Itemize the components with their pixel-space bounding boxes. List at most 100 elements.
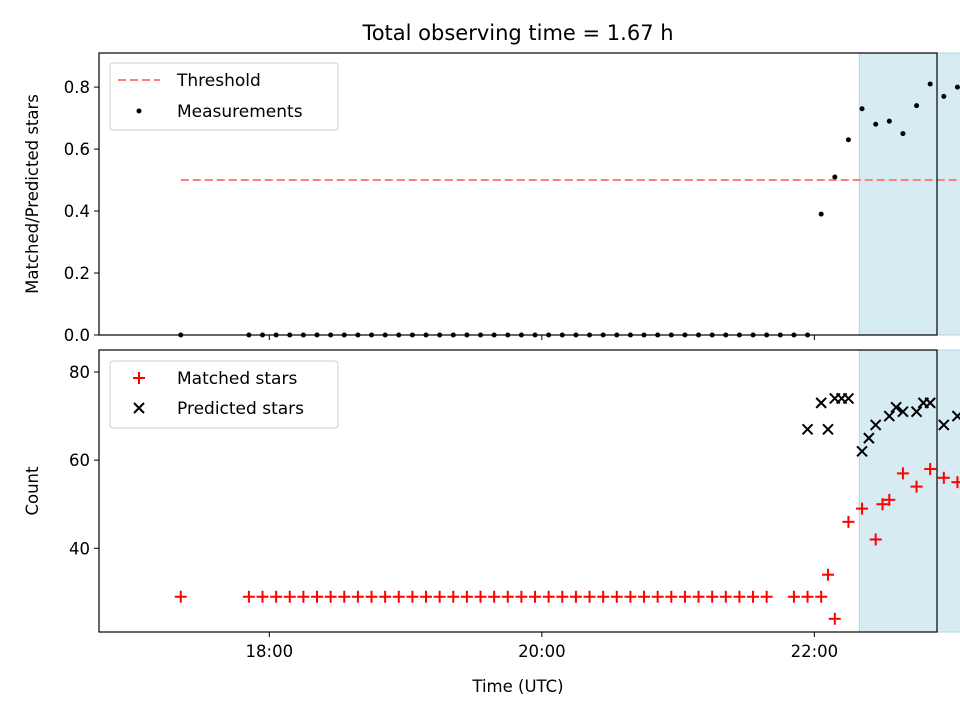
measurement-point <box>845 137 851 143</box>
y-tick-label-1-1: 60 <box>69 451 90 470</box>
x-tick-label-0: 18:00 <box>246 642 294 661</box>
predicted-star-point <box>822 423 834 436</box>
y-tick-label-0-4: 0.8 <box>64 78 90 97</box>
matched-star-point <box>692 590 705 603</box>
matched-star-point <box>678 590 691 603</box>
predicted-star-point <box>890 401 902 413</box>
matched-star-point <box>597 590 610 603</box>
y-tick-label-0-3: 0.6 <box>64 140 90 159</box>
matched-star-point <box>951 476 960 489</box>
top-y-axis-label: Matched/Predicted stars <box>23 94 42 294</box>
predicted-star-point <box>869 419 882 431</box>
matched-star-point <box>651 590 664 603</box>
predicted-star-point <box>924 397 936 409</box>
measurement-point <box>873 121 879 127</box>
matched-star-point <box>338 590 351 603</box>
legend-measurements-swatch <box>136 108 142 114</box>
predicted-star-point <box>863 432 875 444</box>
matched-star-point <box>174 590 187 603</box>
matched-star-point <box>256 590 269 603</box>
matched-star-point <box>624 590 637 603</box>
legend-matched-swatch <box>133 372 145 384</box>
matched-star-point <box>815 590 828 603</box>
predicted-star-point <box>856 445 868 458</box>
matched-star-point <box>747 590 760 603</box>
matched-star-point <box>828 612 841 625</box>
measurement-point <box>941 93 947 99</box>
matched-star-point <box>242 590 255 603</box>
bottom-panel-frame <box>98 349 938 633</box>
legend-threshold-label: Threshold <box>176 71 261 91</box>
predicted-star-point <box>815 397 827 409</box>
matched-star-point <box>583 590 596 603</box>
y-tick-label-0-0: 0.0 <box>64 326 90 345</box>
matched-star-point <box>542 590 555 603</box>
matched-star-point <box>883 493 896 506</box>
predicted-star-point <box>842 392 855 405</box>
bottom-legend-box <box>109 360 339 429</box>
matched-star-point <box>638 590 651 603</box>
predicted-star-points <box>801 392 960 458</box>
bottom-legend: Matched stars Predicted stars <box>109 360 339 429</box>
matched-star-point <box>610 590 623 603</box>
predicted-star-point <box>910 405 923 418</box>
x-tick-label-2: 22:00 <box>791 642 839 661</box>
matched-star-point <box>474 590 487 603</box>
matched-star-point <box>869 533 882 546</box>
legend-predicted-label: Predicted stars <box>177 399 304 419</box>
matched-star-point <box>379 590 392 603</box>
matched-star-point <box>821 568 834 581</box>
matched-star-point <box>283 590 296 603</box>
matched-star-point <box>365 590 378 603</box>
matched-star-points <box>174 462 960 625</box>
measurement-point <box>832 174 838 180</box>
measurement-point <box>927 81 933 87</box>
matched-star-point <box>760 590 773 603</box>
matched-star-point <box>420 590 433 603</box>
matched-star-point <box>297 590 310 603</box>
matched-star-point <box>311 590 324 603</box>
matched-star-point <box>501 590 514 603</box>
legend-predicted-swatch <box>133 402 145 414</box>
legend-matched-label: Matched stars <box>177 369 297 389</box>
matched-star-point <box>556 590 569 603</box>
top-panel-frame <box>98 52 938 336</box>
shaded-span-0 <box>858 52 960 336</box>
legend-measurements-label: Measurements <box>177 102 303 122</box>
measurement-point <box>859 106 865 112</box>
matched-star-point <box>719 590 732 603</box>
matched-star-point <box>876 498 889 511</box>
matched-star-point <box>433 590 446 603</box>
shaded-span-1 <box>858 349 960 633</box>
predicted-star-point <box>951 410 960 422</box>
matched-star-point <box>910 480 923 493</box>
matched-star-point <box>706 590 719 603</box>
matched-star-point <box>842 515 855 528</box>
y-tick-label-0-1: 0.2 <box>64 264 90 283</box>
measurement-point <box>954 84 960 90</box>
matched-star-point <box>270 590 283 603</box>
matched-star-point <box>569 590 582 603</box>
matched-star-point <box>665 590 678 603</box>
top-panel: 0.00.20.40.60.8 Matched/Predicted stars … <box>23 52 960 345</box>
matched-star-point <box>324 590 337 603</box>
predicted-star-point <box>938 419 950 431</box>
x-axis-label: Time (UTC) <box>471 677 563 696</box>
top-legend: Threshold Measurements <box>109 62 339 131</box>
bottom-y-axis-label: Count <box>23 466 42 516</box>
matched-star-point <box>733 590 746 603</box>
measurement-point <box>900 131 906 137</box>
chart-title: Total observing time = 1.67 h <box>361 21 673 45</box>
matched-star-point <box>801 590 814 603</box>
matched-star-point <box>856 502 869 515</box>
y-tick-label-1-2: 80 <box>69 363 90 382</box>
matched-star-point <box>406 590 419 603</box>
matched-star-point <box>529 590 542 603</box>
predicted-star-point <box>897 405 909 418</box>
matched-star-point <box>937 471 950 484</box>
matched-star-point <box>924 462 937 475</box>
x-tick-label-1: 20:00 <box>518 642 566 661</box>
measurement-point <box>886 118 892 124</box>
